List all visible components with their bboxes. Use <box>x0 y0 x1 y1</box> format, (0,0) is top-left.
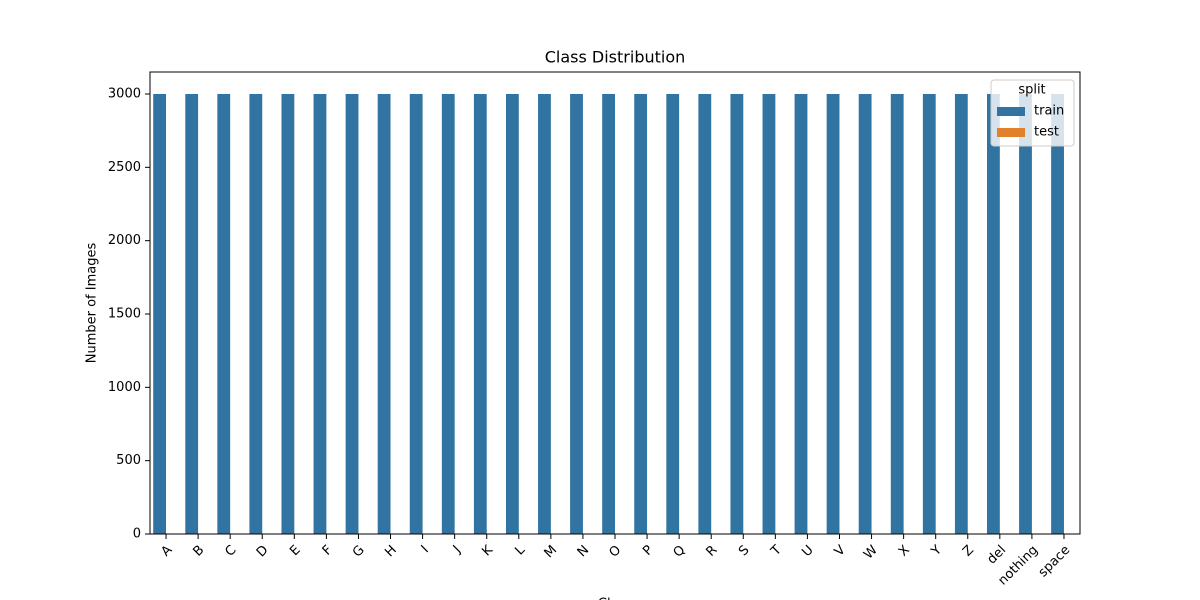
y-tick-label: 2500 <box>108 160 141 175</box>
y-tick-label: 0 <box>133 527 141 542</box>
legend-swatch <box>997 107 1025 116</box>
y-axis-label: Number of Images <box>85 243 100 364</box>
y-tick-label: 1000 <box>108 380 141 395</box>
bar <box>698 94 712 534</box>
bar <box>345 94 359 534</box>
bar <box>505 94 519 534</box>
bar <box>1051 94 1064 534</box>
legend: split train test <box>990 79 1075 147</box>
bar <box>858 94 872 534</box>
bar <box>922 94 936 534</box>
bar <box>313 94 327 534</box>
chart-title: Class Distribution <box>545 48 686 67</box>
x-axis-label: Class <box>598 597 632 600</box>
bar <box>570 94 583 534</box>
bar <box>666 94 680 534</box>
y-tick-label: 3000 <box>108 87 141 102</box>
legend-label: train <box>1034 104 1064 119</box>
legend-title: split <box>1018 83 1045 98</box>
legend-label: test <box>1034 125 1059 140</box>
y-tick-label: 1500 <box>108 307 141 322</box>
y-tick-label: 500 <box>116 453 141 468</box>
legend-swatch <box>997 128 1025 137</box>
bar <box>441 94 455 534</box>
bar <box>890 94 904 534</box>
bar <box>249 94 263 534</box>
bar <box>730 94 744 534</box>
bar <box>954 94 968 534</box>
bar <box>826 94 840 534</box>
bar <box>153 94 167 534</box>
bar <box>634 94 648 534</box>
y-tick-label: 2000 <box>108 233 141 248</box>
bar <box>602 94 615 534</box>
bar <box>473 94 487 534</box>
bar <box>1019 94 1032 534</box>
plot-frame <box>149 71 1081 535</box>
bar <box>794 94 808 534</box>
bar <box>185 94 199 534</box>
bar <box>762 94 776 534</box>
bar <box>377 94 391 534</box>
bar <box>538 94 551 534</box>
bar <box>987 94 1000 534</box>
bar <box>409 94 423 534</box>
bar <box>217 94 231 534</box>
bar <box>281 94 295 534</box>
